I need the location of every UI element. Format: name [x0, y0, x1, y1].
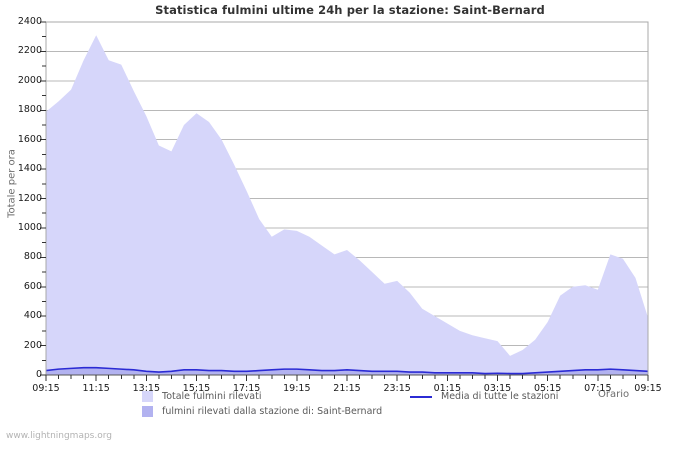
y-tick-label: 2000 — [17, 74, 42, 86]
x-tick-label: 05:15 — [533, 383, 562, 394]
x-tick-label: 15:15 — [182, 383, 211, 394]
x-tick-label: 13:15 — [132, 383, 161, 394]
y-tick-label: 2200 — [17, 45, 42, 57]
y-tick-label: 1000 — [17, 221, 42, 233]
legend-item: Media di tutte le stazioni — [410, 391, 558, 402]
legend-item-label: Media di tutte le stazioni — [441, 391, 559, 402]
y-tick-label: 1200 — [17, 192, 42, 204]
y-tick-label: 1800 — [17, 104, 42, 116]
legend-color-swatch — [142, 391, 153, 402]
legend-item-label: Totale fulmini rilevati — [162, 391, 262, 402]
legend-item: Totale fulmini rilevati — [142, 391, 261, 402]
chart-title: Statistica fulmini ultime 24h per la sta… — [155, 3, 545, 17]
y-tick-label: 1400 — [17, 163, 42, 175]
plot-area — [40, 21, 649, 381]
y-tick-label: 0 — [35, 369, 42, 380]
watermark-label: www.lightningmaps.org — [6, 431, 112, 441]
y-tick-label: 600 — [23, 280, 42, 292]
x-tick-label: 23:15 — [383, 383, 411, 394]
x-tick-label: 03:15 — [483, 383, 512, 394]
x-tick-label: 19:15 — [283, 383, 311, 394]
x-tick-label: 09:15 — [32, 383, 60, 394]
x-tick-label: 21:15 — [333, 383, 361, 394]
y-tick-label: 1600 — [17, 133, 42, 145]
chart-legend: Totale fulmini rilevati fulmini rilevati … — [0, 391, 700, 425]
x-tick-label: 09:15 — [634, 383, 662, 394]
x-tick-label: 11:15 — [82, 383, 110, 394]
y-tick-label: 200 — [23, 339, 42, 351]
y-tick-label: 2400 — [17, 16, 42, 27]
x-tick-label: 01:15 — [433, 383, 462, 394]
legend-item-label: fulmini rilevati dalla stazione di: Sain… — [162, 406, 383, 417]
x-tick-label: 07:15 — [584, 383, 612, 394]
legend-line-swatch — [410, 395, 432, 398]
legend-item: fulmini rilevati dalla stazione di: Sain… — [142, 406, 382, 417]
y-axis-tick-labels: 0 200 400 600 800 1000 1200 1400 1600 1800 2000 220… — [0, 0, 42, 390]
x-axis-title: Orario — [598, 389, 630, 400]
x-tick-label: 17:15 — [232, 383, 261, 394]
legend-color-swatch — [142, 406, 153, 417]
y-tick-label: 800 — [23, 251, 42, 263]
y-tick-label: 400 — [23, 310, 42, 322]
x-axis-tick-labels: 09:15 11:15 13:15 15:15 17:15 19:15 21:15 23:15… — [32, 383, 662, 394]
